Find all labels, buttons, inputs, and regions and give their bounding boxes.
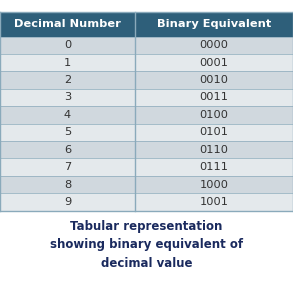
Bar xyxy=(0,193,135,211)
Text: 2: 2 xyxy=(64,75,71,85)
Bar xyxy=(0,12,135,37)
Text: 9: 9 xyxy=(64,197,71,207)
Bar xyxy=(135,37,293,54)
Text: 7: 7 xyxy=(64,162,71,172)
Text: 1: 1 xyxy=(64,58,71,68)
Bar xyxy=(135,141,293,158)
Bar xyxy=(0,141,135,158)
Bar xyxy=(0,89,135,106)
Bar xyxy=(135,71,293,89)
Bar xyxy=(0,37,135,54)
Text: 8: 8 xyxy=(64,179,71,190)
Bar xyxy=(0,124,135,141)
Bar xyxy=(0,71,135,89)
Text: 0101: 0101 xyxy=(200,127,228,137)
Text: 0110: 0110 xyxy=(200,145,228,155)
Text: 6: 6 xyxy=(64,145,71,155)
Bar xyxy=(0,176,135,193)
Bar xyxy=(135,193,293,211)
Text: 1000: 1000 xyxy=(200,179,228,190)
Text: 5: 5 xyxy=(64,127,71,137)
Text: 0111: 0111 xyxy=(200,162,228,172)
Text: 0010: 0010 xyxy=(200,75,228,85)
Text: 3: 3 xyxy=(64,92,71,103)
Bar xyxy=(135,176,293,193)
Bar xyxy=(135,12,293,37)
Text: 0100: 0100 xyxy=(200,110,228,120)
Bar xyxy=(135,124,293,141)
Text: Decimal Number: Decimal Number xyxy=(14,19,121,29)
Text: 0000: 0000 xyxy=(200,40,228,50)
Text: Binary Equivalent: Binary Equivalent xyxy=(157,19,271,29)
Bar xyxy=(0,158,135,176)
Bar xyxy=(135,89,293,106)
Text: 1001: 1001 xyxy=(200,197,228,207)
Text: 4: 4 xyxy=(64,110,71,120)
Text: 0: 0 xyxy=(64,40,71,50)
Bar xyxy=(135,54,293,71)
Bar xyxy=(135,158,293,176)
Text: 0001: 0001 xyxy=(200,58,228,68)
Bar xyxy=(0,106,135,124)
Text: Tabular representation
showing binary equivalent of
decimal value: Tabular representation showing binary eq… xyxy=(50,220,243,270)
Text: 0011: 0011 xyxy=(200,92,228,103)
Bar xyxy=(0,54,135,71)
Bar xyxy=(135,106,293,124)
